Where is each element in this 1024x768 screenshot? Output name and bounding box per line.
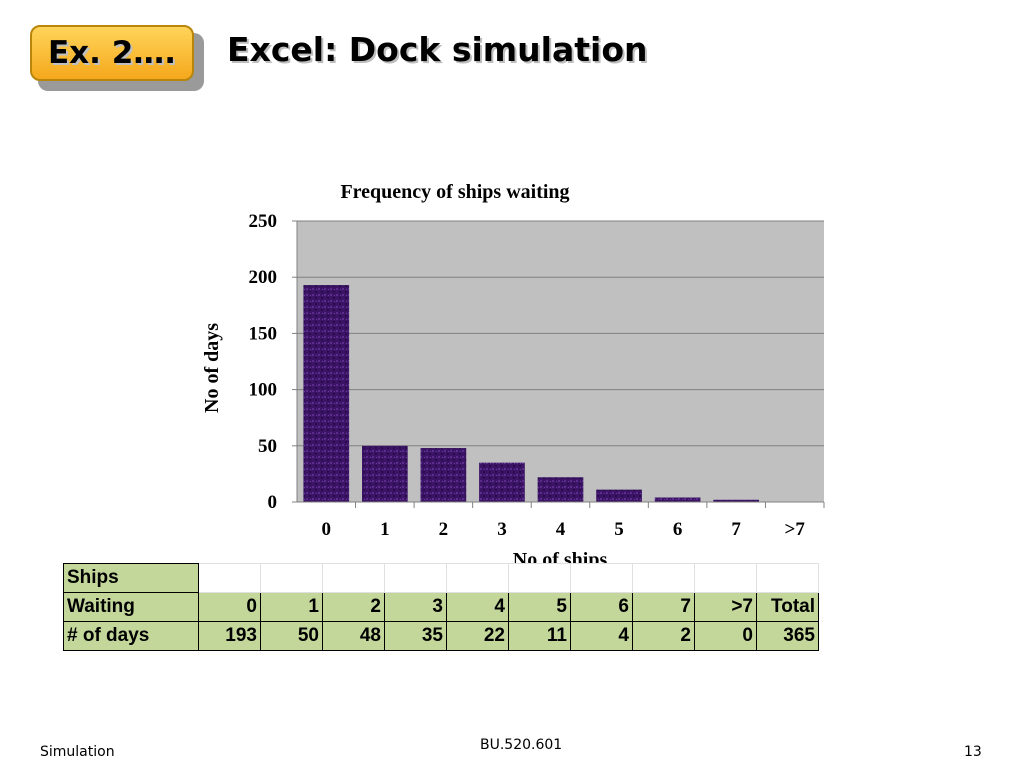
table-row-label: Ships xyxy=(64,564,199,593)
table-cell: 0 xyxy=(199,593,261,622)
x-tick-label: 6 xyxy=(673,519,683,540)
y-tick-label: 150 xyxy=(249,323,278,344)
bar-0 xyxy=(303,285,349,502)
bar-1 xyxy=(362,446,408,502)
bar-chart: Frequency of ships waiting 0501001502002… xyxy=(0,0,1024,600)
x-tick-label: 7 xyxy=(731,519,741,540)
chart-title: Frequency of ships waiting xyxy=(340,181,569,203)
bar-2 xyxy=(421,448,467,502)
table-cell: 6 xyxy=(571,593,633,622)
footer-left: Simulation xyxy=(40,744,115,760)
table-cell: >7 xyxy=(695,593,757,622)
table-cell: 2 xyxy=(633,622,695,651)
table-cell: 11 xyxy=(509,622,571,651)
table-cell: 35 xyxy=(385,622,447,651)
table-cell: 4 xyxy=(571,622,633,651)
page-number: 13 xyxy=(964,744,982,760)
table-cell: 48 xyxy=(323,622,385,651)
footer-center: BU.520.601 xyxy=(480,737,562,753)
frequency-table: Ships Waiting 0 1 2 3 4 5 6 7 >7 Total #… xyxy=(63,563,819,651)
y-tick-label: 0 xyxy=(268,492,278,513)
table-cell: 193 xyxy=(199,622,261,651)
table-cell: 5 xyxy=(509,593,571,622)
table-cell: 0 xyxy=(695,622,757,651)
bar-5 xyxy=(596,490,642,502)
x-tick-label: 3 xyxy=(497,519,507,540)
x-tick-label: 4 xyxy=(556,519,566,540)
table-cell: Total xyxy=(757,593,819,622)
bar-4 xyxy=(538,477,584,502)
y-tick-label: 250 xyxy=(249,211,278,232)
table-row-label: # of days xyxy=(64,622,199,651)
bar-3 xyxy=(479,463,525,502)
table-cell: 2 xyxy=(323,593,385,622)
y-tick-label: 200 xyxy=(249,267,278,288)
y-tick-label: 50 xyxy=(258,436,277,457)
x-tick-label: 5 xyxy=(614,519,624,540)
x-tick-label: >7 xyxy=(785,519,806,540)
bar-6 xyxy=(655,498,701,502)
table-cell: 7 xyxy=(633,593,695,622)
table-cell: 1 xyxy=(261,593,323,622)
table-row-label: Waiting xyxy=(64,593,199,622)
x-tick-label: 1 xyxy=(380,519,390,540)
table-cell: 4 xyxy=(447,593,509,622)
table-cell: 365 xyxy=(757,622,819,651)
x-tick-label: 2 xyxy=(439,519,449,540)
table-cell: 3 xyxy=(385,593,447,622)
y-tick-label: 100 xyxy=(249,380,278,401)
table-cell: 50 xyxy=(261,622,323,651)
table-cell: 22 xyxy=(447,622,509,651)
x-tick-label: 0 xyxy=(322,519,332,540)
y-axis-label: No of days xyxy=(201,323,223,413)
